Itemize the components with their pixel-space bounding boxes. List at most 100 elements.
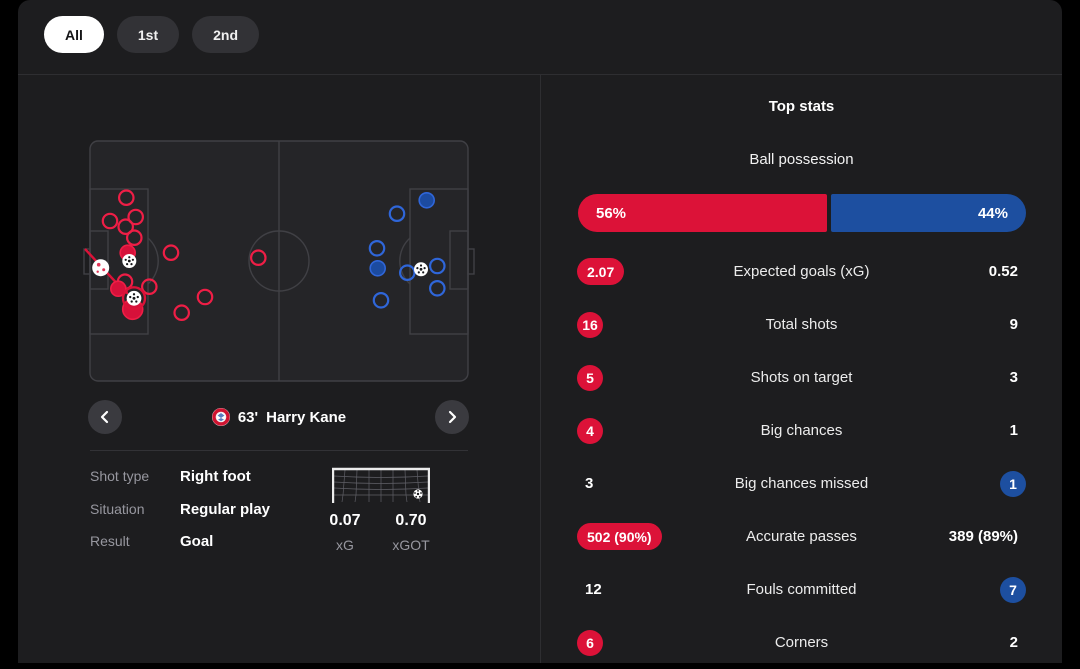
shot-marker-away-miss[interactable] [372, 292, 390, 309]
situation-value: Regular play [180, 501, 271, 518]
shot-marker-home-goal-mouth[interactable] [92, 259, 110, 277]
shot-marker-home-goal[interactable] [122, 254, 137, 268]
home-stat-slot: 4 [577, 417, 669, 444]
chevron-right-icon [448, 410, 457, 424]
away-stat-slot: 3 [934, 369, 1026, 386]
stat-rows: 2.07 Expected goals (xG) 0.52 16 Total shots… [541, 245, 1062, 669]
home-stat-badge: 5 [577, 364, 603, 391]
period-tabs: All 1st 2nd [44, 16, 260, 53]
next-shot-button[interactable] [435, 400, 469, 434]
shot-marker-home-miss[interactable] [173, 304, 190, 321]
xg-caption: xG [336, 537, 354, 553]
stat-row: 502 (90%) Accurate passes 389 (89%) [541, 510, 1062, 563]
home-stat-badge: 4 [577, 417, 603, 444]
away-stat-slot: 1 [934, 422, 1026, 439]
ball-on-target-icon [413, 489, 423, 499]
shot-marker-home-miss[interactable] [125, 229, 143, 246]
xgot-value: 0.70 [395, 512, 427, 529]
away-stat-badge: 7 [1000, 576, 1026, 603]
shot-marker-home-miss[interactable] [140, 278, 158, 295]
shot-marker-away-blocked[interactable] [369, 260, 387, 277]
shot-type-value: Right foot [180, 468, 251, 485]
stat-label: Big chances [760, 422, 843, 439]
chevron-left-icon [100, 410, 109, 424]
home-stat-slot: 2.07 [577, 258, 669, 285]
shot-minute: 63' [237, 408, 259, 426]
tab-2nd[interactable]: 2nd [192, 16, 260, 53]
away-stat-value: 3 [1009, 369, 1018, 386]
shot-marker-home-miss[interactable] [162, 244, 180, 261]
shot-marker-away-miss[interactable] [368, 240, 386, 257]
possession-home-value: 56% [596, 204, 627, 222]
away-stat-value: 2 [1009, 634, 1018, 651]
stat-row: 5 Shots on target 3 [541, 351, 1062, 404]
home-stat-slot: 16 [577, 311, 669, 338]
away-stat-badge: 1 [1000, 470, 1026, 497]
tab-all[interactable]: All [44, 16, 104, 53]
stat-row: 3 Big chances missed 1 [541, 457, 1062, 510]
pitch-markings [83, 140, 475, 382]
shot-marker-away-miss[interactable] [428, 280, 446, 297]
possession-away-value: 44% [977, 204, 1008, 222]
possession-away-segment: 44% [830, 194, 1026, 232]
stat-label: Accurate passes [746, 528, 857, 545]
shot-type-label: Shot type [90, 468, 150, 484]
shot-marker-away-blocked[interactable] [418, 191, 436, 209]
home-stat-slot: 6 [577, 629, 669, 656]
away-stat-value: 0.52 [988, 263, 1018, 280]
home-stat-value: 3 [585, 475, 594, 492]
away-stat-slot: 7 [934, 576, 1026, 603]
shot-marker-away-miss[interactable] [428, 257, 446, 275]
shot-marker-away-goal[interactable] [414, 262, 428, 277]
stat-row: 2.07 Expected goals (xG) 0.52 [541, 245, 1062, 298]
top-stats-panel: Top stats Ball possession 56% 44% 2.07 Ex… [540, 75, 1062, 663]
home-stat-slot: 502 (90%) [577, 523, 669, 550]
tab-1st[interactable]: 1st [116, 16, 180, 53]
result-label: Result [90, 533, 130, 549]
possession-home-segment: 56% [578, 194, 827, 232]
stat-label: Shots on target [750, 369, 853, 386]
shot-marker-home-miss[interactable] [250, 249, 267, 266]
shot-marker-home-goal-selected[interactable] [121, 286, 147, 311]
possession-label: Ball possession [749, 151, 854, 168]
result-value: Goal [180, 533, 214, 550]
stat-label: Fouls committed [746, 581, 857, 598]
situation-row: Situation Regular play [18, 501, 328, 521]
away-stat-slot: 1 [934, 470, 1026, 497]
possession-bar: 56% 44% [578, 194, 1026, 232]
away-stat-value: 1 [1009, 422, 1018, 439]
shot-marker-home-miss[interactable] [117, 189, 135, 207]
selected-shot-info: 63' Harry Kane [18, 406, 540, 428]
stat-row: 16 Total shots 9 [541, 298, 1062, 351]
away-stat-value: 389 (89%) [948, 528, 1018, 545]
shot-marker-home-blocked[interactable] [109, 280, 127, 297]
shot-marker-away-miss[interactable] [388, 205, 406, 222]
situation-label: Situation [90, 501, 145, 517]
shot-player-name: Harry Kane [266, 408, 347, 426]
away-stat-slot: 0.52 [934, 263, 1026, 280]
shot-marker-home-miss[interactable] [117, 218, 135, 235]
away-stat-slot: 389 (89%) [934, 528, 1026, 545]
shot-marker-home-miss[interactable] [196, 288, 214, 306]
xg-value: 0.07 [329, 512, 361, 529]
shot-marker-away-miss[interactable] [398, 264, 416, 281]
shot-map-pitch [83, 140, 475, 382]
team-badge-icon [211, 408, 230, 426]
home-stat-slot: 12 [577, 581, 669, 598]
period-tabs-header: All 1st 2nd [18, 0, 1062, 75]
stat-label: Expected goals (xG) [733, 263, 870, 280]
stat-row: 6 Corners 2 [541, 616, 1062, 669]
home-stat-slot: 3 [577, 475, 669, 492]
top-stats-title: Top stats [768, 98, 835, 115]
stat-label: Corners [774, 634, 829, 651]
shot-marker-home-miss[interactable] [127, 208, 145, 226]
home-stat-slot: 5 [577, 364, 669, 391]
home-stat-badge: 2.07 [577, 258, 625, 285]
prev-shot-button[interactable] [88, 400, 122, 434]
shot-marker-home-miss[interactable] [101, 212, 119, 230]
away-stat-value: 9 [1009, 316, 1018, 333]
stat-row: 4 Big chances 1 [541, 404, 1062, 457]
home-stat-badge: 16 [577, 311, 603, 338]
stat-label: Total shots [765, 316, 838, 333]
stat-row: 12 Fouls committed 7 [541, 563, 1062, 616]
